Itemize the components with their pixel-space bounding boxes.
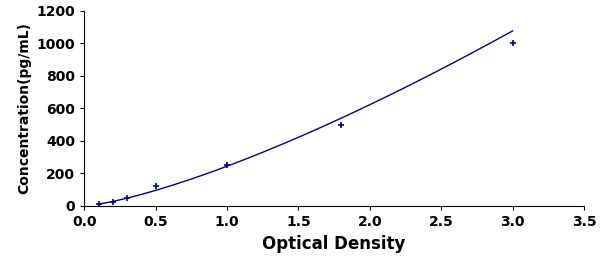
Y-axis label: Concentration(pg/mL): Concentration(pg/mL) xyxy=(17,22,31,194)
X-axis label: Optical Density: Optical Density xyxy=(262,234,406,252)
